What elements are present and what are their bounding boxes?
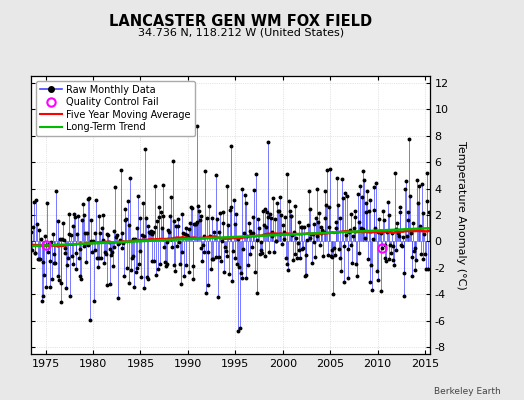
Legend: Raw Monthly Data, Quality Control Fail, Five Year Moving Average, Long-Term Tren: Raw Monthly Data, Quality Control Fail, … — [36, 81, 195, 136]
Text: 34.736 N, 118.212 W (United States): 34.736 N, 118.212 W (United States) — [138, 28, 344, 38]
Text: Berkeley Earth: Berkeley Earth — [434, 387, 500, 396]
Text: LANCASTER GEN WM FOX FIELD: LANCASTER GEN WM FOX FIELD — [110, 14, 373, 30]
Y-axis label: Temperature Anomaly (°C): Temperature Anomaly (°C) — [455, 141, 466, 289]
